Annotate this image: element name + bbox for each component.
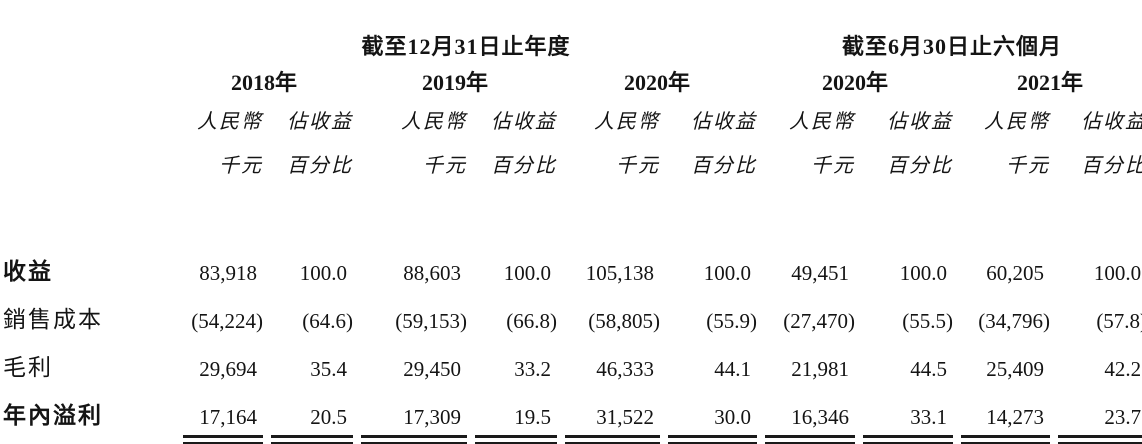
subheader-amount-line2: 千元	[219, 155, 263, 177]
table-row-profit-for-year: 年內溢利 17,164 20.5 17,309 19.5 31,522 30.0…	[0, 386, 1142, 434]
cell-value: 33.1	[910, 404, 948, 429]
year-header-2021-interim: 2021年	[1017, 69, 1084, 95]
double-rule	[1058, 435, 1142, 444]
period-group-annual: 截至12月31日止年度	[361, 33, 571, 59]
cell-value: (57.8)	[1096, 308, 1142, 333]
cell-value: (66.8)	[506, 308, 557, 333]
cell-value: 19.5	[514, 404, 551, 429]
subheader-amount: 人民幣 千元	[984, 111, 1051, 177]
cell-value: (55.9)	[706, 308, 758, 333]
double-rule	[361, 435, 467, 444]
subheader-percent-line2: 百分比	[287, 155, 353, 177]
row-label: 年內溢利	[3, 402, 103, 428]
period-group-interim: 截至6月30日止六個月	[842, 33, 1063, 59]
double-rule	[565, 435, 660, 444]
subheader-percent: 佔收益 百分比	[887, 111, 954, 177]
double-rule	[475, 435, 557, 444]
cell-value: 31,522	[596, 404, 654, 429]
cell-value: 35.4	[310, 356, 347, 381]
cell-value: 42.2	[1104, 356, 1142, 381]
double-rule	[183, 435, 263, 444]
cell-value: (64.6)	[302, 308, 353, 333]
cell-value: 49,451	[791, 260, 850, 285]
cell-value: 46,333	[596, 356, 654, 381]
subheader-row: 人民幣 千元 佔收益 百分比 人民幣 千元 佔收益 百分比 人民幣 千元 佔收益…	[0, 96, 1142, 190]
empty-cell	[0, 60, 175, 96]
row-label: 銷售成本	[3, 306, 103, 332]
cell-value: 21,981	[791, 356, 850, 381]
year-header-2019: 2019年	[421, 69, 488, 95]
cell-value: 16,346	[791, 404, 850, 429]
double-rule	[271, 435, 353, 444]
year-header-2018: 2018年	[230, 69, 297, 95]
spacer-cell	[0, 190, 1142, 242]
cell-value: (58,805)	[588, 308, 660, 333]
subheader-amount: 人民幣 千元	[789, 111, 856, 177]
subheader-percent-line1: 佔收益	[287, 111, 353, 133]
cell-value: 30.0	[714, 404, 752, 429]
double-rule	[863, 435, 954, 444]
cell-value: 105,138	[585, 260, 654, 285]
cell-value: 29,694	[199, 356, 257, 381]
cell-value: 100.0	[1093, 260, 1142, 285]
table-row-cost-of-sales: 銷售成本 (54,224) (64.6) (59,153) (66.8) (58…	[0, 290, 1142, 338]
cell-value: 14,273	[986, 404, 1045, 429]
cell-value: 17,309	[403, 404, 461, 429]
cell-value: 25,409	[986, 356, 1045, 381]
subheader-percent: 佔收益 百分比	[1081, 111, 1142, 177]
cell-value: 44.1	[714, 356, 752, 381]
subheader-amount-line1: 人民幣	[197, 111, 263, 133]
cell-value: 88,603	[403, 260, 461, 285]
double-rule	[765, 435, 856, 444]
double-rule	[668, 435, 758, 444]
cell-value: 20.5	[310, 404, 347, 429]
empty-cell	[0, 96, 175, 190]
cell-value: 100.0	[503, 260, 551, 285]
year-header-2020: 2020年	[624, 69, 691, 95]
year-header-row: 2018年 2019年 2020年 2020年 2021年	[0, 60, 1142, 96]
cell-value: (34,796)	[978, 308, 1051, 333]
empty-cell	[0, 0, 175, 60]
cell-value: (27,470)	[783, 308, 856, 333]
cell-value: (54,224)	[191, 308, 263, 333]
cell-value: 33.2	[514, 356, 551, 381]
row-label: 收益	[3, 258, 53, 284]
cell-value: 83,918	[199, 260, 257, 285]
table-row-revenue: 收益 83,918 100.0 88,603 100.0 105,138 100…	[0, 242, 1142, 290]
period-group-row: 截至12月31日止年度 截至6月30日止六個月	[0, 0, 1142, 60]
cell-value: 29,450	[403, 356, 461, 381]
subheader-percent: 佔收益 百分比	[491, 111, 557, 177]
cell-value: 23.7	[1104, 404, 1142, 429]
cell-value: 60,205	[986, 260, 1045, 285]
subheader-amount: 人民幣 千元	[401, 111, 467, 177]
cell-value: (59,153)	[395, 308, 467, 333]
empty-cell	[0, 434, 175, 444]
subheader-amount: 人民幣 千元	[594, 111, 660, 177]
cell-value: 100.0	[299, 260, 347, 285]
cell-value: 44.5	[910, 356, 948, 381]
cell-value: 17,164	[199, 404, 257, 429]
row-label: 毛利	[3, 354, 53, 380]
cell-value: (55.5)	[902, 308, 954, 333]
spacer-row	[0, 190, 1142, 242]
subheader-amount: 人民幣 千元	[175, 96, 263, 190]
year-header-2020-interim: 2020年	[822, 69, 889, 95]
double-rule-row	[0, 434, 1142, 444]
subheader-percent: 佔收益 百分比	[691, 111, 758, 177]
cell-value: 100.0	[899, 260, 948, 285]
subheader-percent: 佔收益 百分比	[263, 96, 353, 190]
double-rule	[961, 435, 1051, 444]
table-row-gross-profit: 毛利 29,694 35.4 29,450 33.2 46,333 44.1 2…	[0, 338, 1142, 386]
cell-value: 100.0	[703, 260, 752, 285]
